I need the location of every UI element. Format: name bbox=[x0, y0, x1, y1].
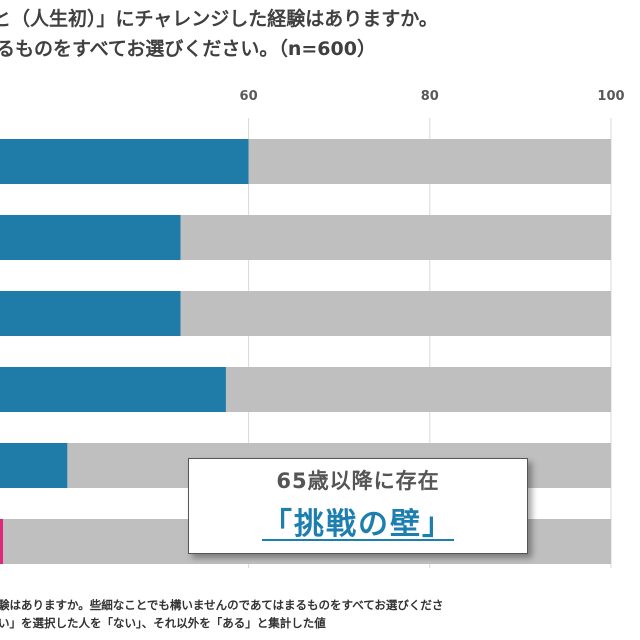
bar-2-segment-2 bbox=[180, 215, 611, 260]
bar-3-segment-2 bbox=[180, 291, 611, 336]
bar-4-segment-1 bbox=[0, 367, 226, 412]
footnote-line-1: 験はありますか。些細なことでも構いませんのであてはまるものをすべてお選びくださ bbox=[0, 598, 444, 612]
title-line-2: るものをすべてお選びください。（n=600） bbox=[0, 38, 376, 60]
bar-6-highlight-marker bbox=[0, 519, 3, 564]
callout-subtitle: 65歳以降に存在 bbox=[276, 469, 440, 493]
bar-3-segment-1 bbox=[0, 291, 181, 336]
callout-headline-text: 「挑戦の壁」 bbox=[262, 507, 454, 542]
bar-4-segment-2 bbox=[225, 367, 611, 412]
bar-1-segment-1 bbox=[0, 139, 249, 184]
bar-5-segment-1 bbox=[0, 443, 68, 488]
x-tick-label-60: 60 bbox=[240, 89, 258, 104]
callout-headline: 「挑戦の壁」 bbox=[189, 499, 527, 543]
bar-2-segment-1 bbox=[0, 215, 181, 260]
footnote-line-2: い」を選択した人を「ない」、それ以外を「ある」と集計した値 bbox=[0, 616, 326, 630]
x-tick-label-80: 80 bbox=[421, 89, 439, 104]
bar-1-segment-2 bbox=[248, 139, 611, 184]
callout-box: 65歳以降に存在 「挑戦の壁」 bbox=[188, 458, 528, 554]
x-tick-label-100: 100 bbox=[597, 89, 624, 104]
chart-title: と（人生初）」にチャレンジした経験はありますか。 るものをすべてお選びください。… bbox=[0, 0, 640, 64]
title-line-1: と（人生初）」にチャレンジした経験はありますか。 bbox=[0, 8, 438, 30]
